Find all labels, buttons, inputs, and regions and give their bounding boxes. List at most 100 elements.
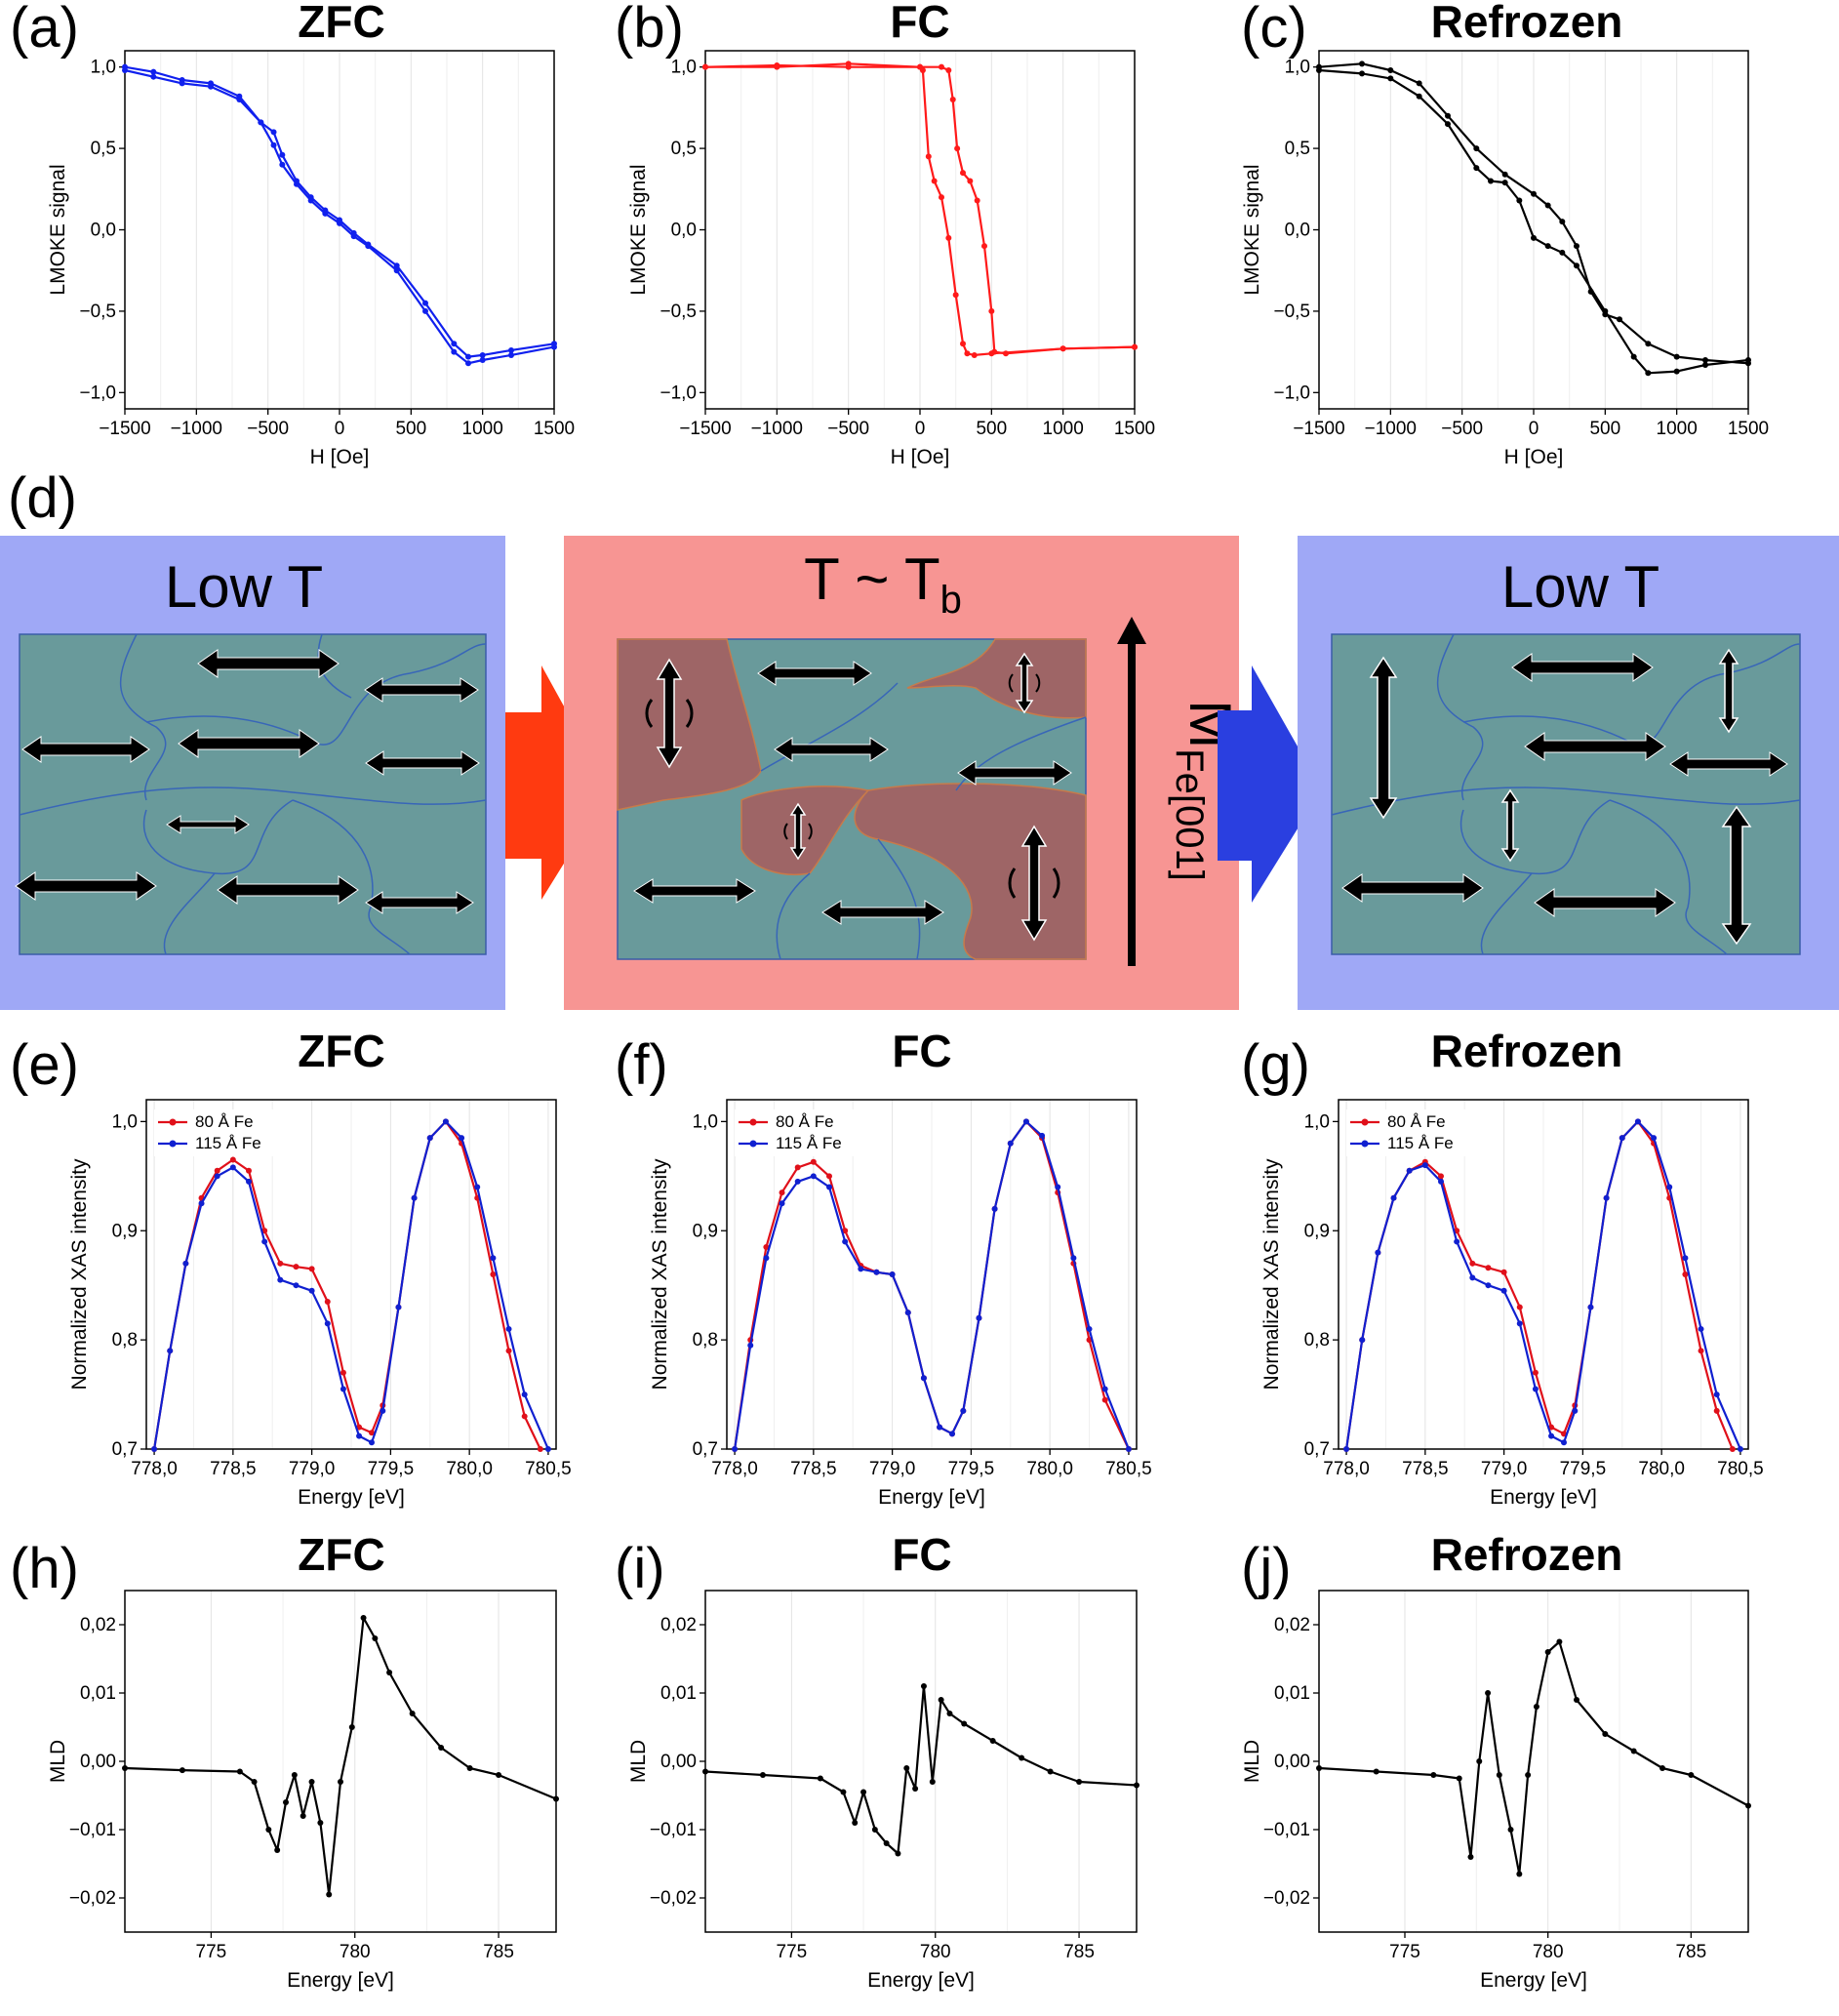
horizontal-arrow-icon	[365, 750, 480, 776]
y-tick-label: 0,7	[1304, 1439, 1330, 1460]
data-point	[409, 1711, 416, 1716]
data-point	[236, 97, 243, 103]
x-tick-label: 785	[1063, 1942, 1095, 1962]
legend-marker	[749, 1118, 757, 1126]
x-axis-label: Energy [eV]	[298, 1486, 405, 1509]
data-point	[1561, 1439, 1567, 1446]
series-line-ascending	[704, 63, 1136, 356]
data-point	[1634, 1118, 1641, 1125]
fluctuating-arrow-icon	[1008, 825, 1060, 942]
y-tick-label: −0,01	[650, 1820, 697, 1840]
data-point	[1485, 1690, 1492, 1696]
data-point	[521, 1413, 528, 1420]
x-tick-label: 779,0	[869, 1459, 916, 1479]
data-point	[251, 1779, 258, 1785]
data-point	[919, 67, 926, 74]
horizontal-arrow-icon	[1534, 888, 1676, 917]
y-axis-label: MLD	[1241, 1740, 1263, 1783]
data-point	[858, 1266, 864, 1272]
x-axis-label: Energy [eV]	[1490, 1486, 1597, 1509]
data-point	[1375, 1249, 1381, 1256]
data-point	[1548, 1432, 1555, 1439]
data-point	[1132, 343, 1138, 350]
data-point	[763, 1255, 770, 1262]
y-tick-label: 0,5	[91, 139, 116, 159]
data-point	[1086, 1325, 1093, 1332]
moment-arrows-left	[15, 649, 480, 914]
x-tick-label: 785	[483, 1942, 514, 1962]
data-point	[1574, 1697, 1579, 1703]
data-point	[774, 62, 780, 69]
data-point	[505, 1325, 512, 1332]
left-temperature-label: Low T	[165, 554, 323, 620]
x-tick-label: 0	[915, 419, 926, 439]
x-tick-label: 0	[335, 419, 345, 439]
data-point	[291, 1772, 298, 1778]
legend-box	[154, 1109, 281, 1156]
middle-temperature-label: T ~ Tb	[804, 546, 962, 622]
plot-frame	[145, 1099, 557, 1450]
x-tick-label: 775	[196, 1942, 227, 1962]
data-point	[976, 1314, 982, 1321]
panel-title-i: FC	[892, 1529, 951, 1580]
data-point	[871, 1827, 878, 1833]
fluctuating-arrow-icon	[783, 802, 813, 861]
data-point	[1125, 1446, 1132, 1452]
data-point	[988, 307, 995, 314]
series-line-80 Å Fe	[153, 1120, 541, 1450]
y-tick-label: −0,5	[660, 302, 697, 322]
data-point	[122, 67, 128, 74]
data-point	[1387, 75, 1394, 82]
y-tick-label: 0,8	[1304, 1330, 1330, 1351]
y-tick-label: 1,0	[112, 1111, 138, 1132]
x-axis-label: Energy [eV]	[287, 1969, 394, 1992]
x-tick-label: 1000	[1043, 419, 1084, 439]
data-point	[1454, 1238, 1460, 1245]
horizontal-arrow-icon	[633, 878, 756, 904]
y-tick-label: −0,5	[79, 302, 116, 322]
data-point	[360, 1615, 367, 1621]
horizontal-arrow-icon	[21, 736, 150, 763]
x-tick-label: −1000	[751, 419, 803, 439]
data-point	[279, 151, 286, 158]
panel-title-b: FC	[890, 0, 949, 47]
data-point	[229, 1156, 236, 1163]
data-point	[1316, 1765, 1322, 1771]
data-point	[179, 80, 185, 87]
data-point	[1688, 1772, 1695, 1778]
heating-arrow-icon	[505, 665, 610, 900]
data-point	[1516, 1320, 1523, 1327]
y-axis-label: LMOKE signal	[627, 164, 650, 295]
x-tick-label: 500	[395, 419, 426, 439]
panel-letter-f: (f)	[615, 1033, 668, 1097]
y-tick-label: 1,0	[91, 58, 116, 78]
legend: 80 Å Fe 115 Å Fe	[154, 1109, 281, 1156]
data-point	[380, 1407, 386, 1414]
data-point	[763, 1244, 770, 1251]
legend-label: 80 Å Fe	[195, 1112, 254, 1131]
x-axis-label: H [Oe]	[891, 446, 950, 468]
data-point	[474, 1184, 481, 1190]
data-point	[1373, 1768, 1379, 1775]
data-point	[952, 292, 959, 299]
chart-f: 778,0 778,5 779,0 779,5 780,0 780,5 0,7 0,8 0,9 1…	[615, 1026, 1152, 1509]
data-point	[732, 1446, 739, 1452]
data-point	[1713, 1391, 1720, 1398]
data-point	[395, 1304, 402, 1310]
data-point	[451, 341, 458, 347]
y-tick-label: 0,9	[112, 1221, 138, 1241]
data-point	[1501, 171, 1508, 178]
x-tick-label: −1500	[99, 419, 150, 439]
y-tick-label: 1,0	[1304, 1111, 1330, 1132]
legend: 80 Å Fe 115 Å Fe	[1346, 1109, 1473, 1156]
data-point	[1039, 1132, 1046, 1139]
data-point	[960, 341, 966, 347]
data-point	[925, 153, 932, 160]
data-point	[842, 1238, 849, 1245]
data-point	[1416, 80, 1422, 87]
panel-letter-b: (b)	[615, 0, 684, 60]
y-tick-label: −1,0	[79, 383, 116, 403]
data-point	[903, 1765, 910, 1771]
x-tick-label: 780,5	[1717, 1459, 1764, 1479]
data-point	[1516, 1304, 1523, 1310]
